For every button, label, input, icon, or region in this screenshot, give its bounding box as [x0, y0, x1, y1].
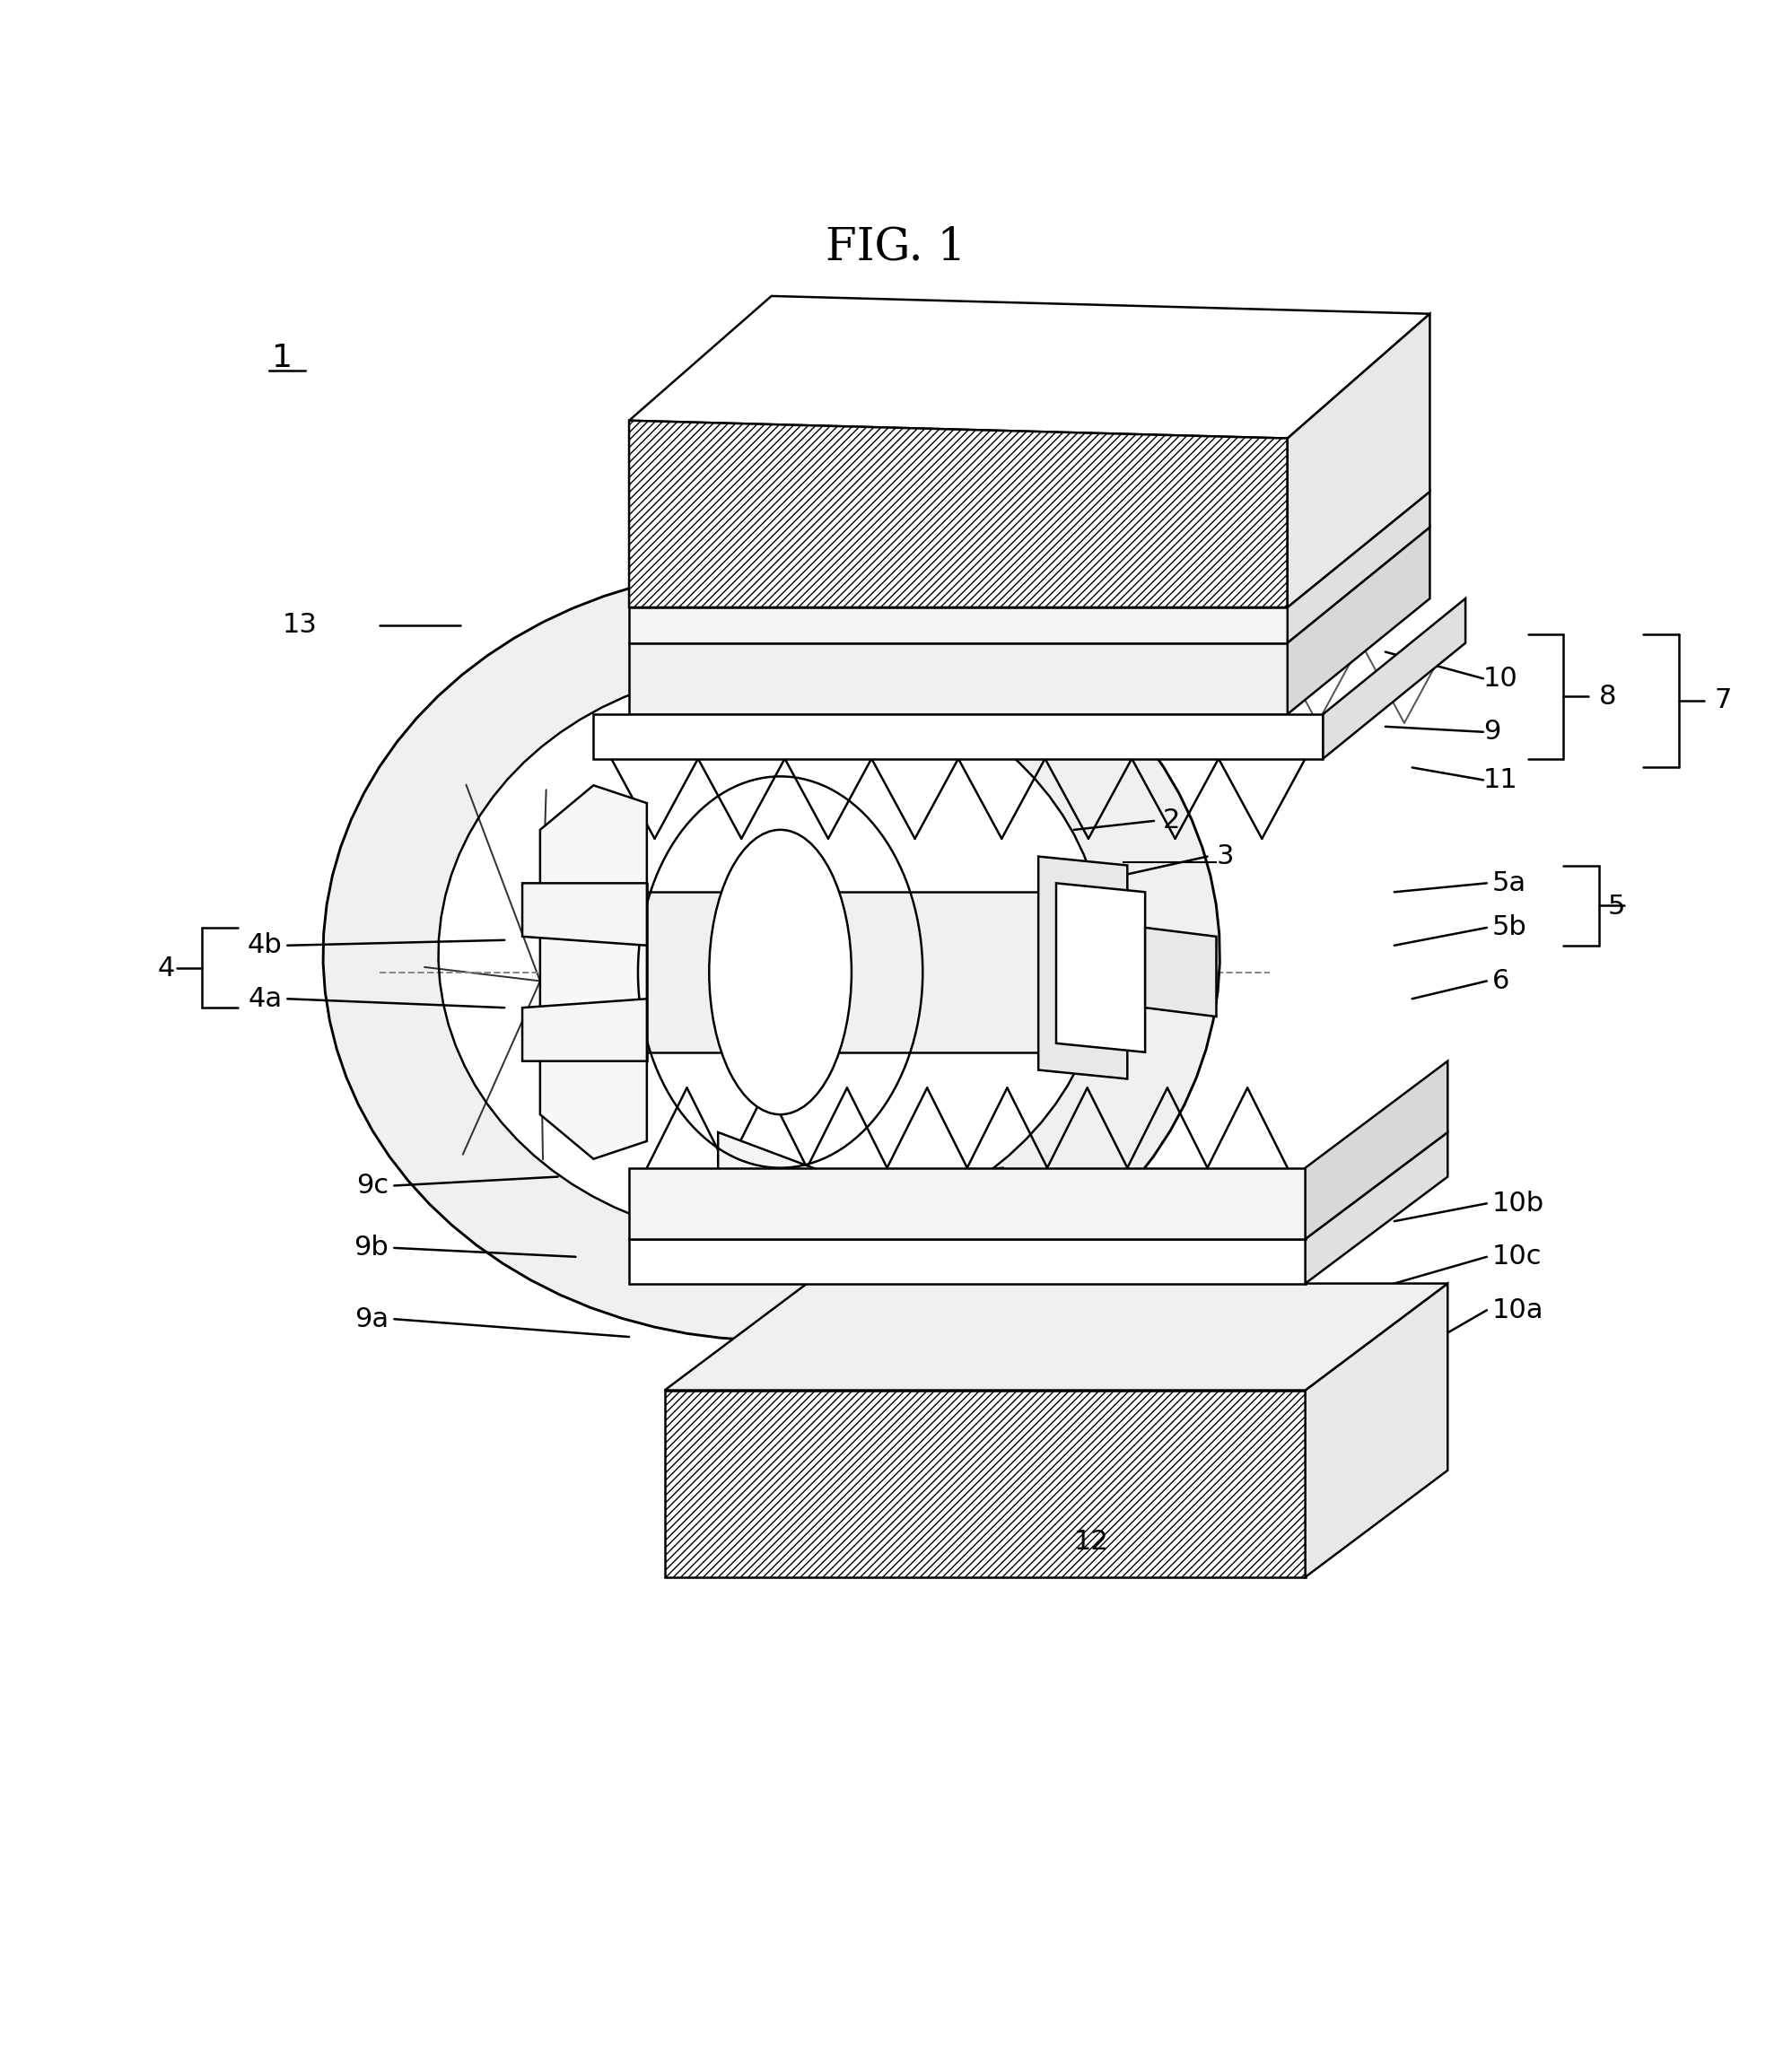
Polygon shape [1287, 527, 1430, 714]
Polygon shape [665, 1391, 1305, 1577]
Text: 8: 8 [1598, 683, 1616, 710]
Polygon shape [629, 1167, 1305, 1239]
Polygon shape [629, 420, 1287, 607]
Text: 1: 1 [272, 343, 292, 373]
Text: 6: 6 [1493, 968, 1509, 995]
Polygon shape [629, 642, 1287, 714]
Text: 11: 11 [1484, 767, 1518, 794]
Polygon shape [521, 999, 647, 1060]
Polygon shape [665, 1284, 1448, 1391]
Polygon shape [1305, 1060, 1448, 1239]
Text: 10: 10 [1484, 665, 1518, 691]
Polygon shape [521, 884, 647, 946]
Text: FIG. 1: FIG. 1 [826, 226, 966, 269]
Polygon shape [629, 1239, 1305, 1284]
Polygon shape [1145, 927, 1217, 1017]
Text: 9a: 9a [355, 1306, 389, 1331]
Text: 4b: 4b [247, 933, 281, 958]
Text: 10b: 10b [1493, 1190, 1545, 1216]
Polygon shape [1322, 599, 1466, 759]
Polygon shape [539, 786, 647, 1159]
Text: 5b: 5b [1493, 915, 1527, 941]
Text: 2: 2 [1163, 808, 1181, 835]
Polygon shape [323, 572, 1220, 1339]
Text: 9b: 9b [355, 1235, 389, 1261]
Ellipse shape [710, 831, 851, 1114]
Text: 3: 3 [1217, 843, 1235, 870]
Polygon shape [647, 892, 1038, 1052]
Text: 9c: 9c [357, 1173, 389, 1198]
Polygon shape [1287, 492, 1430, 642]
Polygon shape [593, 714, 1322, 759]
Polygon shape [629, 607, 1287, 642]
Text: 4: 4 [158, 956, 176, 982]
Text: 7: 7 [1715, 687, 1733, 714]
Polygon shape [719, 1132, 1004, 1257]
Polygon shape [1038, 857, 1127, 1079]
Polygon shape [1305, 1132, 1448, 1284]
Text: 9: 9 [1484, 720, 1500, 745]
Text: 4a: 4a [247, 987, 281, 1011]
Text: 5: 5 [1607, 894, 1625, 919]
Polygon shape [1055, 884, 1145, 1052]
Text: 5a: 5a [1493, 870, 1527, 896]
Text: 13: 13 [283, 611, 317, 638]
Polygon shape [1305, 1284, 1448, 1577]
Text: 10c: 10c [1493, 1243, 1541, 1270]
Polygon shape [1287, 314, 1430, 607]
Text: 12: 12 [1073, 1528, 1109, 1555]
Text: 10a: 10a [1493, 1296, 1543, 1323]
Polygon shape [629, 295, 1430, 439]
